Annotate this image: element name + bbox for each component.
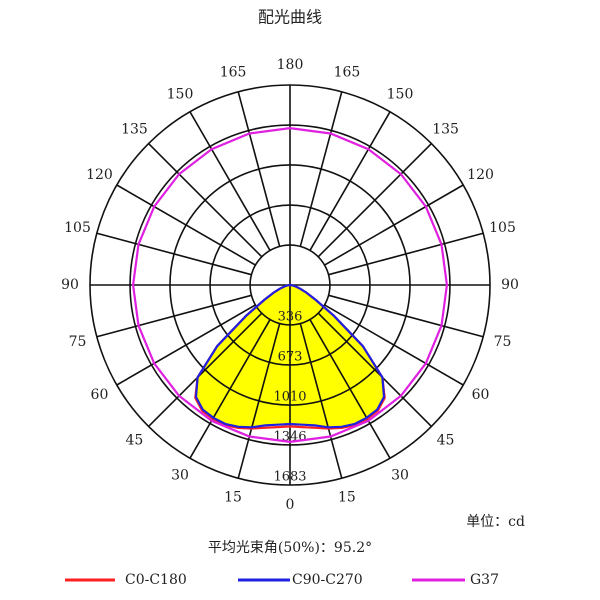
- grid-spoke: [299, 91, 343, 247]
- angle-label: 60: [472, 387, 490, 403]
- unit-note: 单位：cd: [466, 514, 525, 530]
- grid-spoke: [237, 323, 281, 479]
- grid-spoke: [148, 312, 263, 427]
- grid-spoke: [328, 294, 484, 338]
- angle-label: 75: [69, 334, 87, 350]
- grid-spoke: [237, 91, 281, 247]
- angle-label: 165: [220, 64, 247, 80]
- angle-label: 165: [334, 64, 361, 80]
- angle-label: 150: [387, 86, 414, 102]
- angle-label: 30: [391, 468, 409, 484]
- angle-label: 15: [224, 490, 242, 506]
- angle-label: 60: [91, 387, 109, 403]
- angle-label: 30: [171, 468, 189, 484]
- grid-spoke: [96, 232, 252, 276]
- grid-spoke: [317, 312, 432, 427]
- legend-label: C90-C270: [292, 572, 363, 588]
- grid-spoke: [324, 184, 464, 266]
- angle-label: 105: [489, 220, 516, 236]
- radius-label: 1683: [273, 470, 306, 485]
- beam-angle-note: 平均光束角(50%)：95.2°: [208, 540, 372, 556]
- grid-spoke: [148, 143, 263, 258]
- legend-label: C0-C180: [125, 572, 187, 588]
- angle-label: 45: [437, 433, 455, 449]
- chart-title: 配光曲线: [258, 8, 322, 27]
- angle-label: 90: [501, 277, 519, 293]
- legend-label: G37: [470, 572, 499, 588]
- grid-spoke: [189, 111, 271, 251]
- grid-spoke: [309, 111, 391, 251]
- grid-spoke: [328, 232, 484, 276]
- series-curve: [131, 126, 449, 444]
- angle-label: 150: [167, 86, 194, 102]
- angle-label: 180: [277, 57, 304, 73]
- grid-spoke: [299, 323, 343, 479]
- grid-spoke: [189, 319, 271, 459]
- angle-label: 0: [286, 497, 295, 513]
- angle-label: 105: [64, 220, 91, 236]
- angle-label: 75: [494, 334, 512, 350]
- radius-label: 336: [278, 309, 303, 324]
- grid-spoke: [116, 184, 256, 266]
- angle-label: 45: [126, 433, 144, 449]
- series-curve: [194, 283, 386, 429]
- angle-label: 135: [432, 121, 459, 137]
- grid-spoke: [96, 294, 252, 338]
- grid-spoke: [309, 319, 391, 459]
- angle-label: 120: [467, 167, 494, 183]
- radius-label: 1010: [273, 390, 306, 405]
- angle-label: 15: [338, 490, 356, 506]
- grid-spoke: [116, 304, 256, 386]
- grid-spoke: [324, 304, 464, 386]
- angle-label: 120: [86, 167, 113, 183]
- grid-spoke: [317, 143, 432, 258]
- radius-label: 673: [278, 349, 303, 364]
- angle-label: 135: [121, 121, 148, 137]
- angle-label: 90: [61, 277, 79, 293]
